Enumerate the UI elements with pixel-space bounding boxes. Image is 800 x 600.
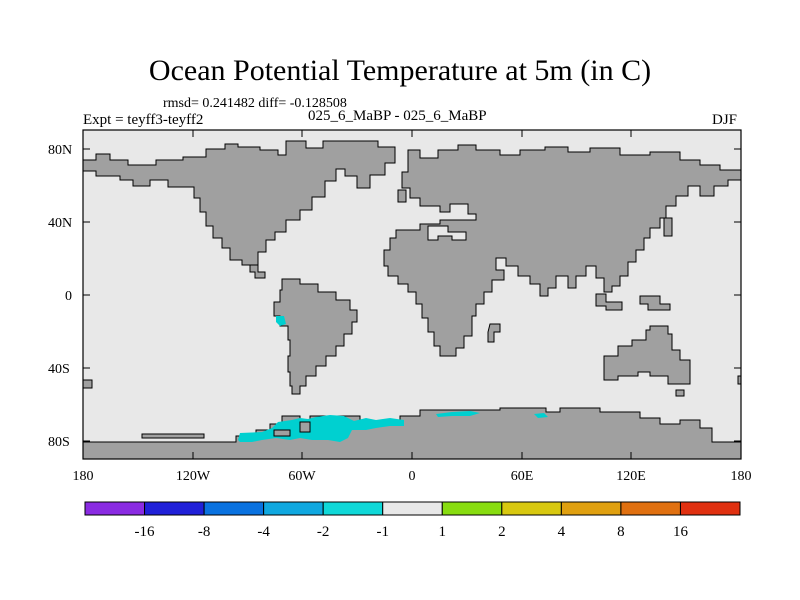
land-nz-west <box>82 379 93 389</box>
colorbar-swatch <box>382 501 443 516</box>
anomaly-patch-east-2 <box>534 413 548 418</box>
land-eurasia-africa <box>383 144 742 357</box>
y-tick-label: 0 <box>65 289 72 304</box>
colorbar-swatch <box>441 501 503 516</box>
colorbar-swatch <box>560 501 622 516</box>
anomaly-patch-sa <box>276 316 286 326</box>
colorbar-label: -8 <box>198 524 211 540</box>
land-indonesia <box>595 293 623 311</box>
x-tick-label: 120E <box>616 469 646 484</box>
stats-label: rmsd= 0.241482 diff= -0.128508 <box>163 96 347 111</box>
land-japan <box>663 217 673 237</box>
colorbar-swatch <box>322 501 384 516</box>
colorbar-swatch <box>501 501 562 516</box>
x-tick-label: 60E <box>511 469 534 484</box>
colorbar-label: -16 <box>135 524 155 540</box>
land-central-america <box>249 264 266 279</box>
colorbar-label: 8 <box>617 524 625 540</box>
anomaly-patch-east <box>436 411 480 417</box>
y-tick-label: 80N <box>48 143 72 158</box>
colorbar-label: 2 <box>498 524 506 540</box>
colorbar-label: -4 <box>257 524 270 540</box>
land-new-guinea <box>639 295 671 311</box>
colorbar-swatch <box>203 501 265 516</box>
land-antarctic-coast-overlay <box>299 421 311 433</box>
y-tick-label: 40S <box>48 362 70 377</box>
land-australia <box>603 325 691 385</box>
colorbar-label: 1 <box>439 524 447 540</box>
mediterranean-sea <box>427 225 467 241</box>
land-british-isles <box>397 189 407 203</box>
colorbar-swatch <box>144 501 205 516</box>
x-tick-label: 120W <box>176 469 211 484</box>
land-antarctic-inland-overlay <box>273 429 291 437</box>
x-axis-ticks <box>82 130 742 459</box>
colorbar: -16 -8 -4 -2 -1 1 2 4 8 16 <box>84 501 741 540</box>
land-masses <box>82 140 742 460</box>
season-label: DJF <box>712 112 738 128</box>
period-label: 025_6_MaBP - 025_6_MaBP <box>308 108 487 124</box>
colorbar-label: -2 <box>317 524 330 540</box>
land-tasmania <box>675 389 685 397</box>
y-axis-ticks <box>83 148 741 442</box>
colorbar-swatch <box>84 501 146 516</box>
colorbar-label: 4 <box>558 524 566 540</box>
land-madagascar <box>487 323 501 343</box>
y-tick-label: 80S <box>48 435 70 450</box>
x-tick-label: 60W <box>288 469 316 484</box>
land-north-america <box>82 140 396 269</box>
colorbar-swatch <box>620 501 681 516</box>
colorbar-swatch <box>679 501 741 516</box>
colorbar-swatch <box>263 501 324 516</box>
x-tick-label: 180 <box>731 469 752 484</box>
colorbar-label: -1 <box>376 524 389 540</box>
land-antarctic-ice-shelf <box>141 433 205 439</box>
plot-title: Ocean Potential Temperature at 5m (in C) <box>148 54 652 87</box>
colorbar-label: 16 <box>673 524 689 540</box>
x-tick-label: 0 <box>409 469 416 484</box>
x-tick-label: 180 <box>73 469 94 484</box>
y-tick-label: 40N <box>48 216 72 231</box>
experiment-label: Expt = teyff3-teyff2 <box>83 112 204 128</box>
